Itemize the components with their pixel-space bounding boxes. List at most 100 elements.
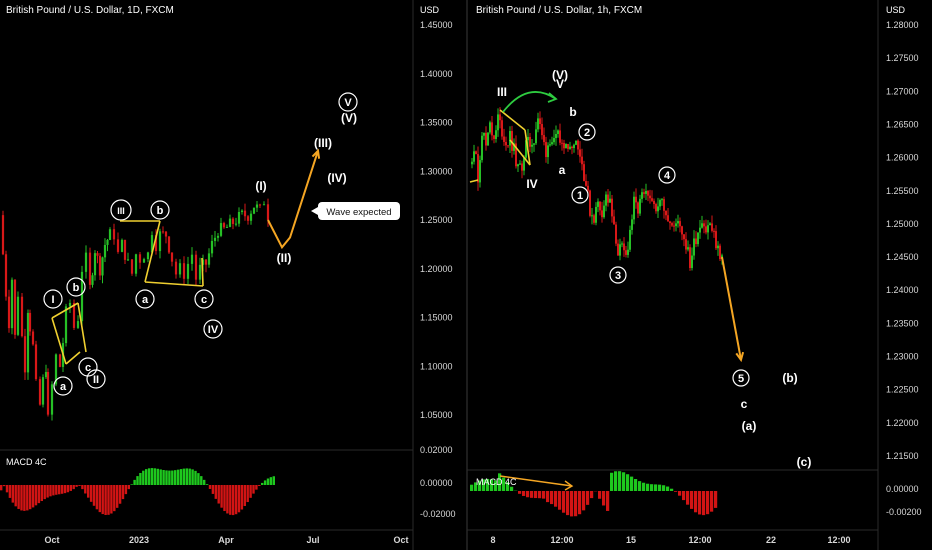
right-candle-body xyxy=(719,245,721,260)
left-candle-body xyxy=(213,237,217,241)
left-candle-body xyxy=(20,296,24,337)
left-macd-tick-label: 0.00000 xyxy=(420,478,453,488)
left-macd-bar xyxy=(240,485,244,510)
left-macd-bar xyxy=(272,476,275,485)
right-macd-bar xyxy=(490,479,494,491)
left-wave-channel-line xyxy=(51,317,67,365)
right-candle-body xyxy=(683,234,685,240)
right-y-tick-label: 1.22500 xyxy=(886,385,919,395)
right-candle-body xyxy=(479,160,481,183)
left-wave-label: (III) xyxy=(314,136,332,150)
right-candle-body xyxy=(491,122,493,136)
left-macd-bar xyxy=(66,485,70,493)
right-macd-bar xyxy=(698,491,702,515)
left-macd-bar xyxy=(101,485,104,515)
left-candle-body xyxy=(150,235,154,253)
left-macd-bar xyxy=(185,468,188,485)
right-candle-body xyxy=(703,223,705,227)
left-wave-label-circle xyxy=(53,376,73,396)
left-wave-channel-line xyxy=(77,302,87,353)
right-macd-bar xyxy=(498,473,502,491)
left-y-tick-label: 1.10000 xyxy=(420,361,453,371)
left-wave-channel-line xyxy=(144,220,161,283)
right-candle-body xyxy=(543,135,545,143)
left-candle-body xyxy=(170,252,174,262)
callout-bubble xyxy=(318,202,400,220)
right-macd-bar xyxy=(654,484,658,491)
left-wave-label: (II) xyxy=(277,251,292,265)
left-macd-bar xyxy=(255,485,258,490)
right-wave-channel-line xyxy=(524,129,531,166)
left-candle-body xyxy=(201,259,205,265)
left-wave-label-circle xyxy=(203,319,223,339)
left-x-tick-label: 2023 xyxy=(129,535,149,545)
left-candle-body xyxy=(255,204,259,208)
right-candle-body xyxy=(489,122,491,133)
right-wave-label: III xyxy=(497,85,507,99)
right-candle-body xyxy=(533,143,535,145)
right-macd-bar xyxy=(566,491,570,516)
left-candle-body xyxy=(167,236,171,253)
right-candle-body xyxy=(561,142,563,144)
right-macd-bar xyxy=(686,491,690,505)
right-macd-tick-label: -0.00200 xyxy=(886,507,922,517)
left-wave-label: V xyxy=(344,97,352,109)
left-y-tick-label: 1.15000 xyxy=(420,313,453,323)
left-candle-body xyxy=(31,331,35,345)
left-candle-body xyxy=(246,216,250,221)
right-candle-body xyxy=(629,229,631,250)
left-candle-body xyxy=(44,371,48,378)
right-candle-body xyxy=(593,215,595,223)
right-x-tick-label: 15 xyxy=(626,535,636,545)
right-wave-label: V xyxy=(556,77,564,91)
left-wave-channel-line xyxy=(144,281,204,287)
left-x-tick-label: Oct xyxy=(44,535,59,545)
right-candle-body xyxy=(585,181,587,186)
left-macd-tick-label: 0.02000 xyxy=(420,445,453,455)
left-candle-body xyxy=(146,252,150,260)
left-macd-bar xyxy=(205,484,209,485)
right-candle-body xyxy=(655,204,657,212)
right-macd-bar xyxy=(590,491,594,499)
left-wave-label-circle xyxy=(135,289,155,309)
left-wave-label-circle xyxy=(43,289,63,309)
right-candle-body xyxy=(511,131,513,151)
left-candle-body xyxy=(161,231,165,233)
left-macd-bar xyxy=(165,470,168,485)
right-macd-bar xyxy=(646,483,650,491)
left-candle-body xyxy=(134,254,138,274)
right-candle-body xyxy=(531,144,533,147)
left-candle-body xyxy=(58,354,62,367)
right-macd-bar xyxy=(510,486,514,491)
right-candle-body xyxy=(661,199,663,201)
right-candle-body xyxy=(619,244,621,256)
right-candle-body xyxy=(517,164,519,167)
left-macd-bar xyxy=(176,469,180,485)
right-y-tick-label: 1.21500 xyxy=(886,451,919,461)
right-macd-bar xyxy=(614,471,618,491)
left-macd-bar xyxy=(31,485,35,508)
left-macd-bar xyxy=(55,485,58,495)
left-macd-bar xyxy=(8,485,12,498)
left-candle-body xyxy=(23,336,27,373)
left-projection-line xyxy=(267,150,319,250)
left-candle-body xyxy=(207,253,211,265)
right-wave-label: 2 xyxy=(584,127,590,139)
left-macd-bar xyxy=(211,485,215,494)
right-candle-body xyxy=(487,132,489,146)
left-candle-body xyxy=(210,240,214,254)
right-candle-body xyxy=(575,140,577,145)
right-candle-body xyxy=(601,210,603,218)
right-candle-body xyxy=(505,141,507,146)
left-macd-bar xyxy=(107,485,110,515)
right-candle-body xyxy=(649,195,651,199)
left-macd-bar xyxy=(188,468,191,485)
left-y-tick-label: 1.35000 xyxy=(420,118,453,128)
left-macd-bar xyxy=(249,485,252,498)
right-candle-body xyxy=(605,194,607,206)
right-candle-body xyxy=(685,239,687,250)
left-macd-bar xyxy=(214,485,217,499)
right-macd-bar xyxy=(710,491,714,512)
left-macd-bar xyxy=(98,485,101,513)
right-wave-label-circle xyxy=(609,266,627,284)
